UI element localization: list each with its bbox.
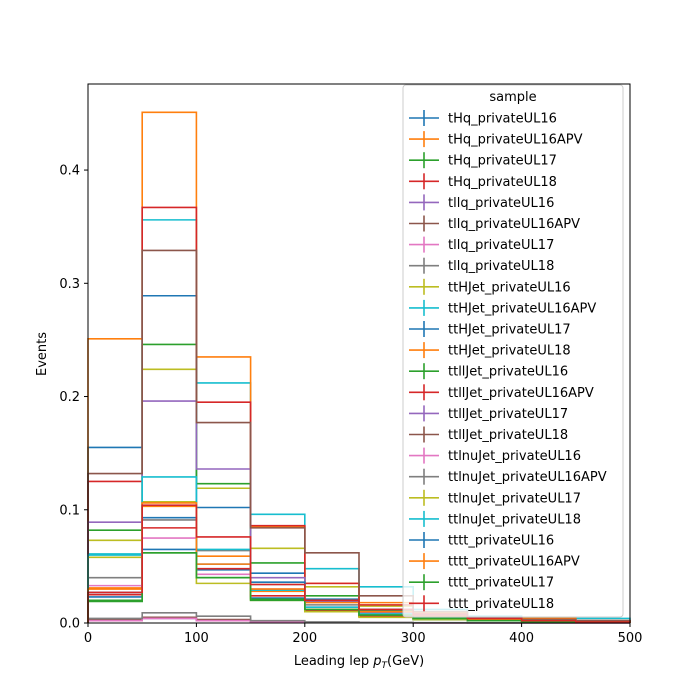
- legend-label: tttt_privateUL17: [448, 576, 554, 591]
- legend-label: ttHJet_privateUL17: [448, 323, 571, 338]
- legend-entry-thq-privateul17: tHq_privateUL17: [409, 152, 557, 169]
- axes-layer: [87, 83, 631, 624]
- legend-frame: [402, 84, 624, 618]
- legend-label: ttlnuJet_privateUL17: [448, 491, 581, 506]
- legend-title: sample: [489, 90, 536, 105]
- y-axis-title: Events: [35, 332, 50, 376]
- legend-label: ttllJet_privateUL16APV: [448, 386, 594, 401]
- legend-entry-thq-privateul16: tHq_privateUL16: [409, 110, 557, 127]
- legend-label: ttlnuJet_privateUL16: [448, 449, 581, 464]
- series-line-ttlljet-privateul18: [87, 249, 631, 623]
- series-layer: [87, 111, 631, 624]
- legend-entry-ttlljet-privateul16apv: ttllJet_privateUL16APV: [409, 384, 594, 401]
- legend-label: ttHJet_privateUL18: [448, 344, 571, 359]
- legend-entry-tthjet-privateul16apv: ttHJet_privateUL16APV: [409, 299, 596, 316]
- y-tick-label: 0.4: [59, 164, 80, 179]
- plot-frame: [87, 83, 631, 624]
- legend-entries: tHq_privateUL16 tHq_privateUL16APV tHq_pri…: [409, 110, 607, 612]
- legend-entry-tllq-privateul16: tllq_privateUL16: [409, 194, 554, 211]
- legend-label: tHq_privateUL16APV: [448, 133, 583, 148]
- legend-label: tttt_privateUL18: [448, 597, 554, 612]
- legend-label: ttHJet_privateUL16: [448, 280, 571, 295]
- legend-entry-ttlnujet-privateul16: ttlnuJet_privateUL16: [409, 447, 581, 464]
- y-axis-ticks: 0.0 0.1 0.2 0.3 0.4: [59, 164, 88, 632]
- legend-label: tHq_privateUL18: [448, 175, 557, 190]
- legend-entry-tttt-privateul16apv: tttt_privateUL16APV: [409, 553, 580, 570]
- legend-entry-ttlnujet-privateul16apv: ttlnuJet_privateUL16APV: [409, 468, 607, 485]
- legend-entry-tthjet-privateul17: ttHJet_privateUL17: [409, 321, 571, 338]
- legend-label: ttllJet_privateUL17: [448, 407, 568, 422]
- legend: sample tHq_privateUL16 tHq_privateUL16APV…: [402, 84, 624, 618]
- series-line-tttt-privateul18: [87, 504, 631, 623]
- x-tick-label: 300: [401, 631, 426, 646]
- x-axis-title-subscript: T: [382, 661, 389, 671]
- legend-entry-tllq-privateul18: tllq_privateUL18: [409, 257, 554, 274]
- legend-label: tHq_privateUL16: [448, 112, 557, 127]
- x-tick-label: 100: [184, 631, 209, 646]
- y-tick-label: 0.1: [59, 503, 80, 518]
- legend-label: ttlnuJet_privateUL18: [448, 512, 581, 527]
- legend-entry-ttlljet-privateul16: ttllJet_privateUL16: [409, 363, 568, 380]
- legend-entry-ttlljet-privateul17: ttllJet_privateUL17: [409, 405, 568, 422]
- x-axis-title-unit: (GeV): [387, 654, 424, 669]
- y-tick-label: 0.0: [59, 617, 80, 632]
- y-tick-label: 0.3: [59, 277, 80, 292]
- x-tick-label: 0: [84, 631, 92, 646]
- legend-label: tttt_privateUL16: [448, 534, 554, 549]
- legend-entry-ttlnujet-privateul17: ttlnuJet_privateUL17: [409, 489, 581, 506]
- x-axis-ticks: 0 100 200 300 400 500: [84, 623, 643, 646]
- legend-label: tttt_privateUL16APV: [448, 555, 580, 570]
- legend-label: ttllJet_privateUL16: [448, 365, 568, 380]
- x-axis-title-p: p: [369, 654, 381, 669]
- legend-label: ttllJet_privateUL18: [448, 428, 568, 443]
- legend-entry-thq-privateul18: tHq_privateUL18: [409, 173, 557, 190]
- legend-entry-ttlnujet-privateul18: ttlnuJet_privateUL18: [409, 510, 581, 527]
- legend-entry-tthjet-privateul18: ttHJet_privateUL18: [409, 342, 571, 359]
- legend-label: tHq_privateUL17: [448, 154, 557, 169]
- legend-label: tllq_privateUL16APV: [448, 217, 580, 232]
- legend-entry-tthjet-privateul16: ttHJet_privateUL16: [409, 278, 571, 295]
- legend-entry-tttt-privateul17: tttt_privateUL17: [409, 574, 554, 591]
- legend-label: ttlnuJet_privateUL16APV: [448, 470, 607, 485]
- legend-entry-tttt-privateul16: tttt_privateUL16: [409, 532, 554, 549]
- x-axis-title: Leading lep pT(GeV): [294, 654, 424, 671]
- legend-label: tllq_privateUL17: [448, 238, 554, 253]
- legend-label: ttHJet_privateUL16APV: [448, 301, 596, 316]
- x-tick-label: 200: [292, 631, 317, 646]
- x-tick-label: 500: [618, 631, 643, 646]
- legend-entry-tllq-privateul17: tllq_privateUL17: [409, 236, 554, 253]
- legend-entry-ttlljet-privateul18: ttllJet_privateUL18: [409, 426, 568, 443]
- y-tick-label: 0.2: [59, 390, 80, 405]
- legend-entry-thq-privateul16apv: tHq_privateUL16APV: [409, 131, 583, 148]
- x-axis-title-main: Leading lep: [294, 654, 369, 669]
- legend-label: tllq_privateUL16: [448, 196, 554, 211]
- legend-entry-tttt-privateul18: tttt_privateUL18: [409, 595, 554, 612]
- x-tick-label: 400: [509, 631, 534, 646]
- legend-entry-tllq-privateul16apv: tllq_privateUL16APV: [409, 215, 580, 232]
- legend-label: tllq_privateUL18: [448, 259, 554, 274]
